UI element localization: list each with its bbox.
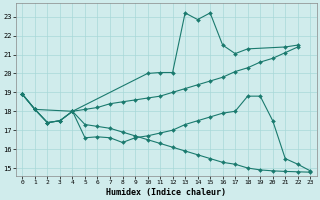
X-axis label: Humidex (Indice chaleur): Humidex (Indice chaleur) bbox=[106, 188, 226, 197]
